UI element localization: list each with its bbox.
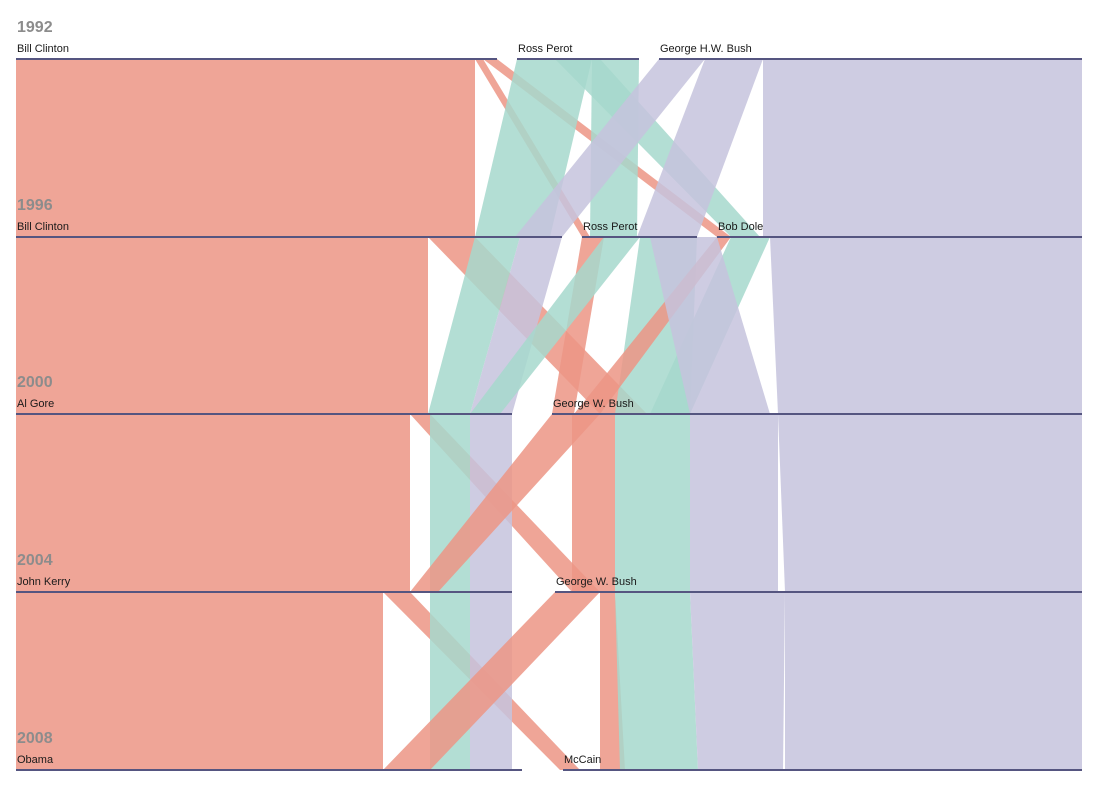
ribbon-republican[interactable] <box>778 414 1082 592</box>
ribbon-perot[interactable] <box>615 414 690 592</box>
ribbon-republican[interactable] <box>770 237 1082 414</box>
ribbon-democrat[interactable] <box>16 237 428 414</box>
ribbon-republican[interactable] <box>690 414 778 592</box>
category-label[interactable]: John Kerry <box>17 576 71 588</box>
ribbon-republican[interactable] <box>785 592 1082 770</box>
category-label[interactable]: Al Gore <box>17 398 55 410</box>
ribbon-republican[interactable] <box>690 592 785 770</box>
ribbon-democrat[interactable] <box>410 414 600 592</box>
axis-group <box>16 58 1082 771</box>
category-label[interactable]: Bob Dole <box>718 221 764 233</box>
ribbon-republican[interactable] <box>470 237 562 414</box>
ribbon-republican[interactable] <box>763 59 1082 237</box>
year-label: 2008 <box>17 730 53 747</box>
ribbon-perot[interactable] <box>615 592 698 770</box>
year-label: 2000 <box>17 374 53 391</box>
category-label[interactable]: Ross Perot <box>518 43 573 55</box>
year-label: 1996 <box>17 197 53 214</box>
year-label: 2004 <box>17 552 53 569</box>
category-label[interactable]: George W. Bush <box>553 398 634 410</box>
ribbon-democrat[interactable] <box>16 592 383 770</box>
ribbon-democrat[interactable] <box>572 414 615 592</box>
ribbon-republican[interactable] <box>650 237 770 414</box>
category-label[interactable]: George H.W. Bush <box>660 43 752 55</box>
ribbon-democrat[interactable] <box>16 414 410 592</box>
category-label[interactable]: Bill Clinton <box>17 43 69 55</box>
ribbon-republican[interactable] <box>637 59 763 237</box>
ribbon-perot[interactable] <box>475 59 592 237</box>
ribbon-democrat[interactable] <box>16 59 475 237</box>
category-label[interactable]: Ross Perot <box>583 221 638 233</box>
category-label[interactable]: Obama <box>17 754 54 766</box>
ribbon-group <box>16 59 1082 770</box>
ribbon-perot[interactable] <box>470 237 640 414</box>
category-label[interactable]: George W. Bush <box>556 576 637 588</box>
ribbon-republican[interactable] <box>515 59 705 237</box>
category-label[interactable]: Bill Clinton <box>17 221 69 233</box>
year-label: 1992 <box>17 19 53 36</box>
ribbon-perot[interactable] <box>428 237 520 414</box>
ribbon-democrat[interactable] <box>383 592 600 770</box>
category-label[interactable]: McCain <box>564 754 602 766</box>
